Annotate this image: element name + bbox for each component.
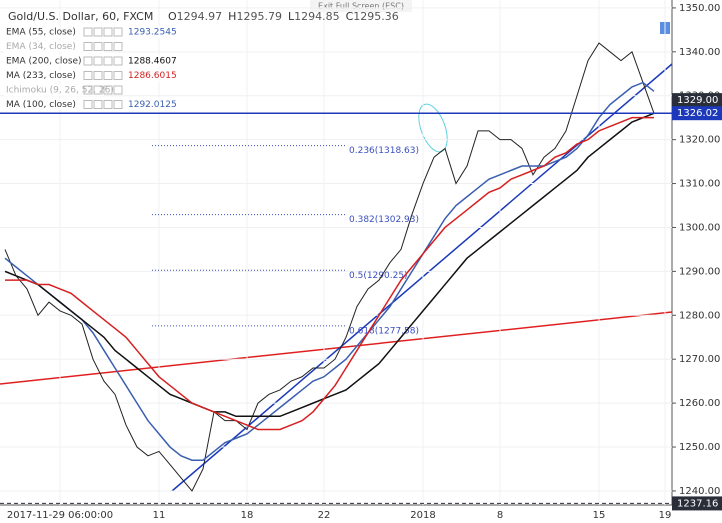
price-tag-label: 1237.16 [677,498,718,509]
x-tick-label: 18 [241,510,254,521]
legend-bg [4,69,174,82]
price-tag-label: 1329.00 [677,95,718,106]
x-tick-label: 15 [593,510,606,521]
ohlc-value: 1295.36 [353,10,399,23]
legend-button [93,100,103,109]
price-tag [672,106,722,121]
ohlc-label: O [168,10,177,23]
legend-bg [4,55,174,67]
price-tag-label: 1326.02 [677,108,718,119]
x-tick-label: 11 [153,510,166,521]
legend-button [83,85,93,95]
legend-button [83,56,93,66]
fib-label: 0.236(1318.63) [349,146,419,156]
legend-value: 1293.2545 [128,28,177,38]
series-line [4,112,655,418]
y-tick-label: 1260.00 [679,398,720,409]
legend-bg [4,40,104,53]
ohlc-label: C [346,10,354,23]
legend-button [113,27,123,37]
legend-bg [4,98,174,111]
legend-label: EMA (55, close) [6,28,76,38]
legend-button [103,71,113,80]
chart-title: Gold/U.S. Dollar, 60, FXCM [8,10,153,23]
x-tick-label: 19 [659,510,672,521]
fib-label: 0.5(1290.25) [349,271,408,281]
y-tick-label: 1300.00 [679,222,720,233]
y-tick-label: 1290.00 [679,266,720,277]
legend-value: 1288.4607 [128,57,177,67]
legend-label: MA (100, close) [6,100,76,110]
ohlc-value: 1294.85 [294,10,340,23]
legend-button [113,85,123,95]
x-tick-label: 22 [318,510,331,521]
y-tick-label: 1250.00 [679,442,720,453]
y-tick-label: 1280.00 [679,310,720,321]
ohlc-value: 1295.79 [236,10,282,23]
fib-label: 0.382(1302.93) [349,215,419,225]
legend-button [103,56,113,66]
ohlc: O1294.97 H1295.79 L1294.85 C1295.36 [168,10,399,23]
banner-bg[interactable] [310,0,412,12]
y-tick-label: 1240.00 [679,486,720,497]
legend-label: EMA (200, close) [6,57,82,67]
legend-button [113,100,123,109]
legend-button [103,42,113,51]
ohlc-label: L [288,10,295,23]
legend-label: EMA (34, close) [6,42,76,52]
trend-line [0,311,673,385]
legend-button [83,100,93,109]
legend-button [93,56,103,66]
x-tick-label: 8 [497,510,503,521]
legend-bg [4,26,174,38]
legend-button [83,42,93,51]
price-tag [672,496,722,511]
legend-label: Ichimoku (9, 26, 52, 26) [6,86,114,96]
ohlc-label: H [228,10,236,23]
legend-button [93,85,103,95]
legend-button [103,85,113,95]
series-line [4,42,655,492]
y-tick-label: 1350.00 [679,3,720,14]
y-tick-label: 1310.00 [679,179,720,190]
x-tick-label: 2018 [410,510,435,521]
legend-button [83,71,93,80]
legend-value: 1292.0125 [128,100,177,110]
y-tick-label: 1340.00 [679,47,720,58]
legend-button [113,42,123,51]
banner[interactable]: Exit Full Screen (ESC) [318,2,404,11]
price-tag [672,93,722,108]
legend-button [93,27,103,37]
y-tick-label: 1270.00 [679,354,720,365]
legend-bg [4,84,104,96]
legend-button [83,27,93,37]
fib-label: 0.618(1277.58) [349,326,419,336]
legend-label: MA (233, close) [6,71,76,81]
legend-button [113,56,123,66]
legend-button [103,100,113,109]
legend-button [93,71,103,80]
series-line [5,116,654,431]
legend-value: 1286.6015 [128,71,177,81]
y-tick-label: 1320.00 [679,135,720,146]
ohlc-value: 1294.97 [177,10,223,23]
x-tick-label: 2017-11-29 06:00:00 [7,510,113,521]
legend-button [103,27,113,37]
legend-button [93,42,103,51]
legend-button [113,71,123,80]
